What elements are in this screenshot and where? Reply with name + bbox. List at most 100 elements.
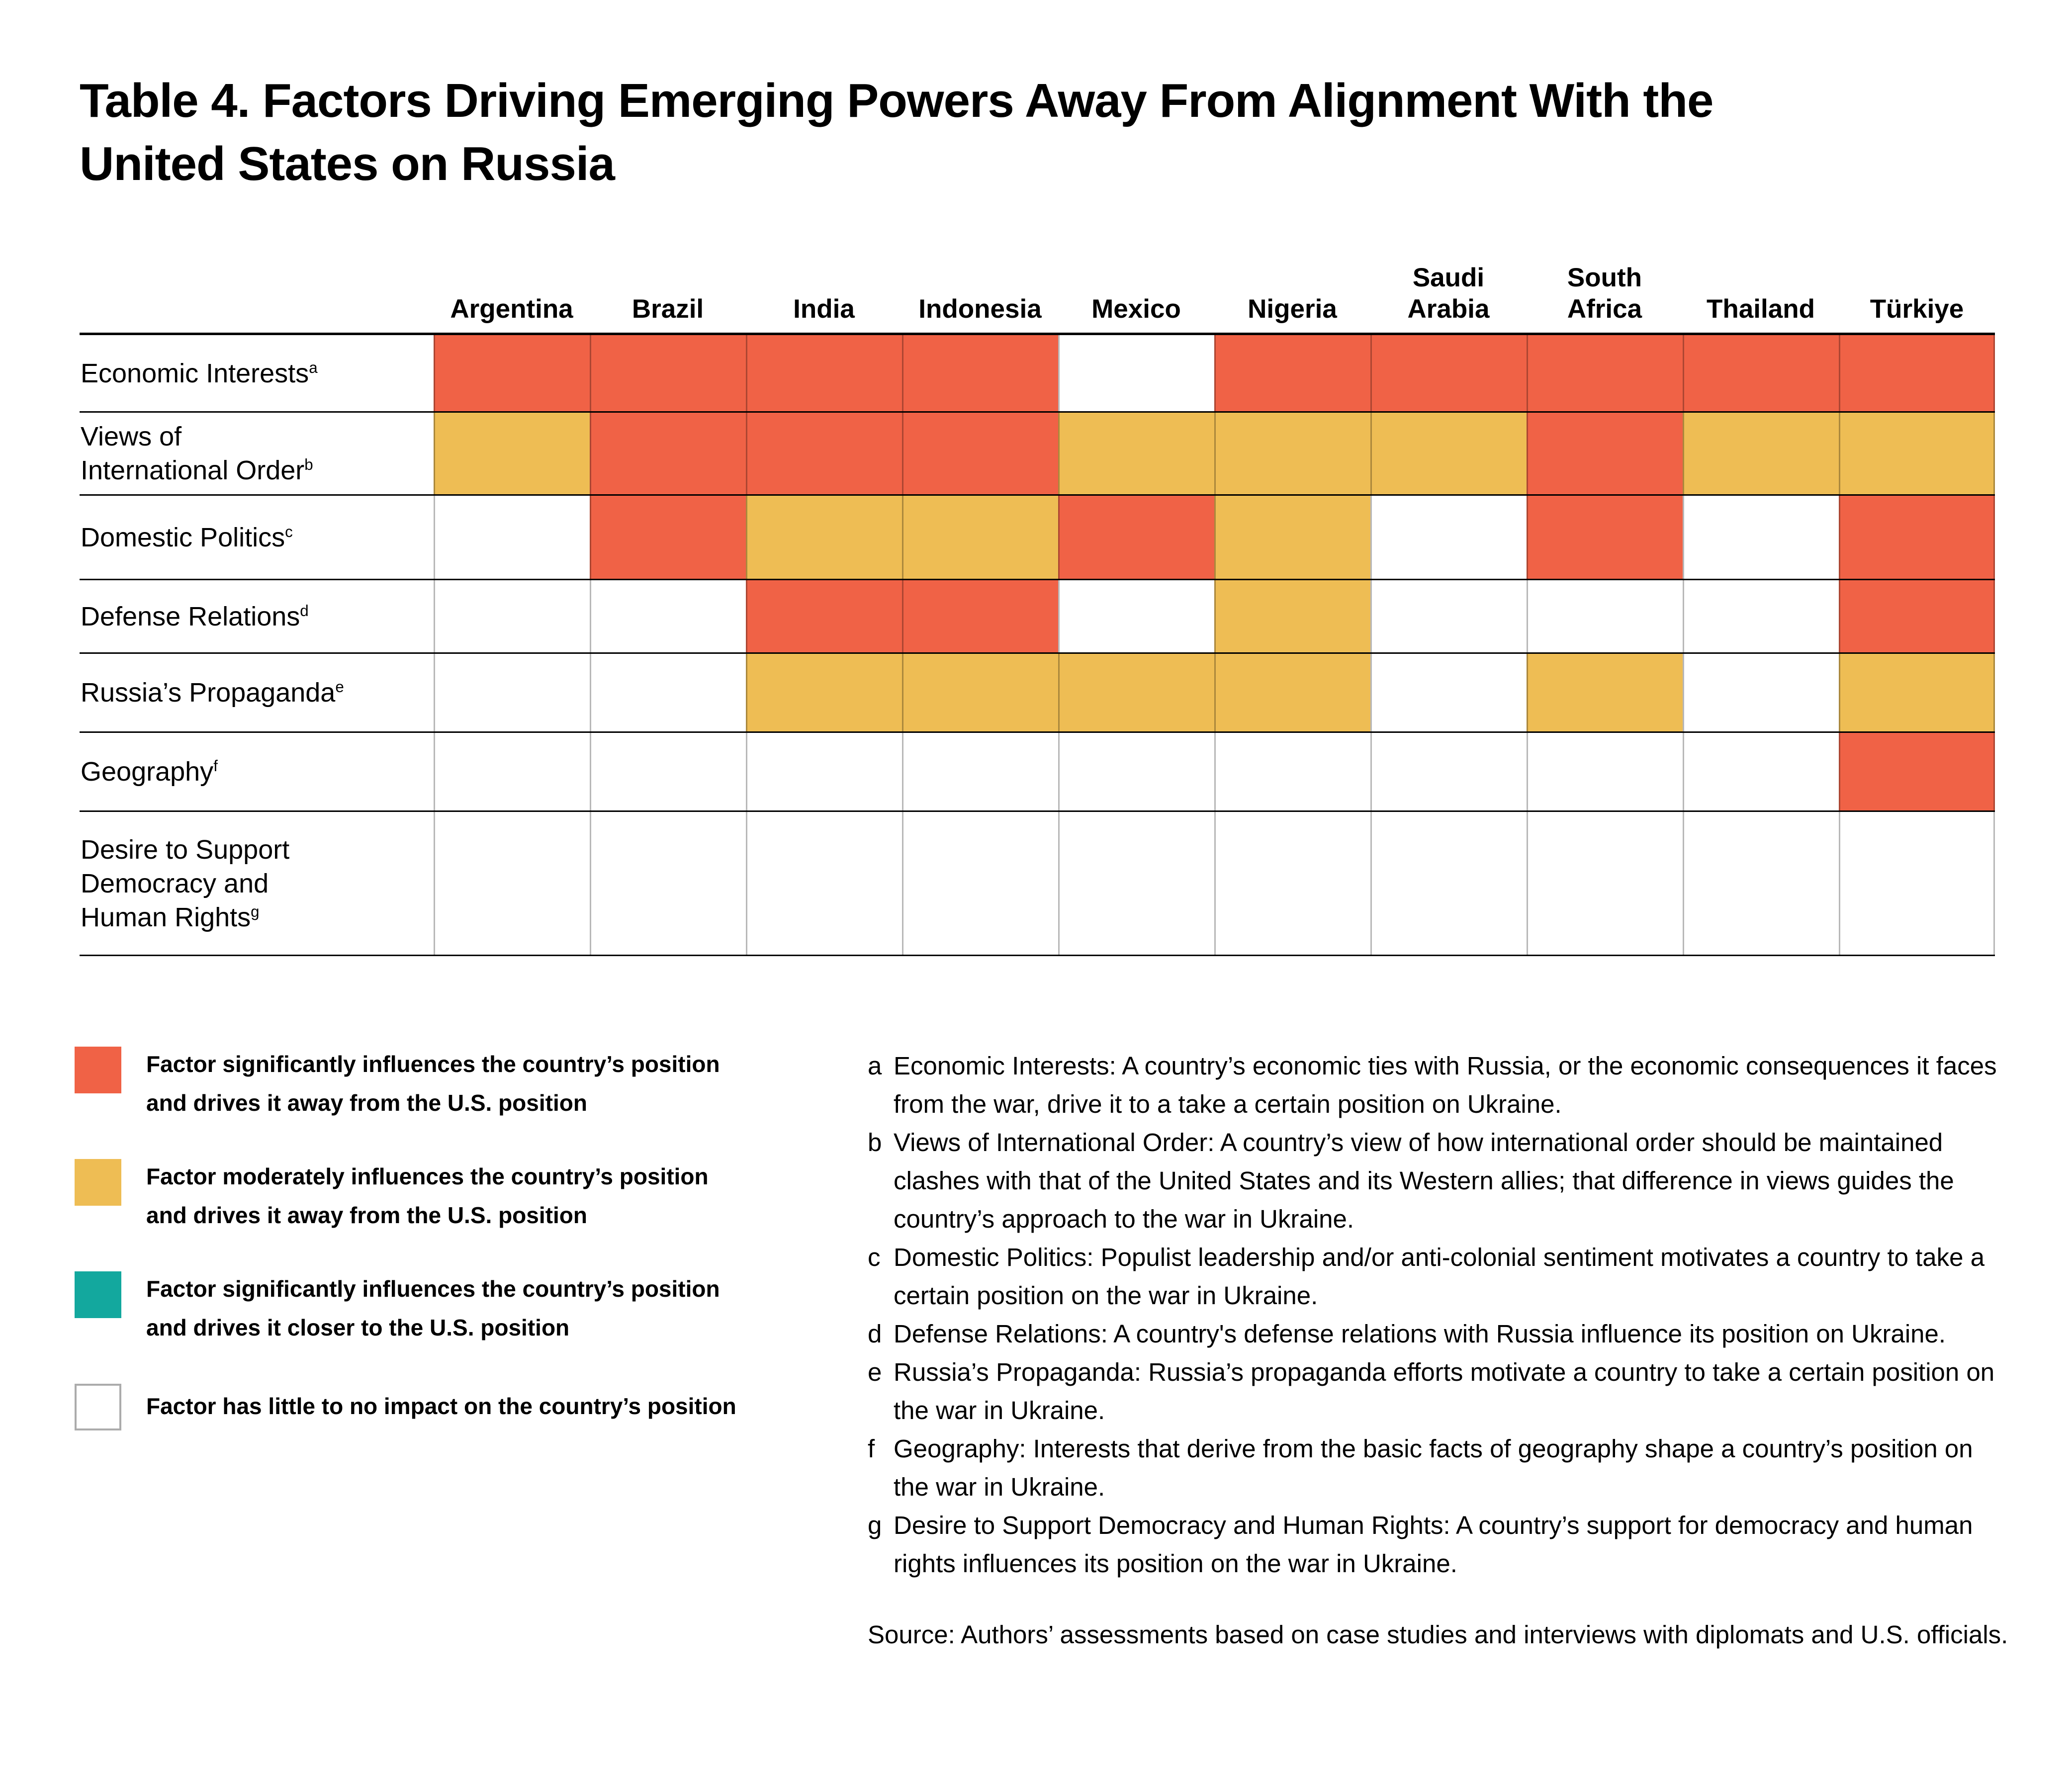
figure-footer: Factor significantly influences the coun…: [75, 1045, 2020, 1654]
cell-defense-relations-nigeria: [1214, 580, 1370, 653]
cell-desire-to-support-democracy-and-human-rights-mexico: [1058, 812, 1214, 955]
table-row-desire-to-support-democracy-and-human-rights: Desire to Support Democracy and Human Ri…: [80, 812, 1995, 957]
cell-defense-relations-south-africa: [1527, 580, 1683, 653]
row-footnote-marker: a: [309, 358, 318, 376]
row-label-text: Views of International Orderb: [81, 422, 313, 486]
cell-economic-interests-mexico: [1058, 335, 1214, 412]
cell-domestic-politics-india: [746, 496, 902, 579]
cell-domestic-politics-t-rkiye: [1839, 496, 1995, 579]
table-header-row: Argentina Brazil India Indonesia Mexico Niger…: [80, 248, 1995, 336]
cell-russia-s-propaganda-thailand: [1683, 654, 1839, 732]
row-label-text: Desire to Support Democracy and Human Ri…: [81, 834, 290, 932]
cell-defense-relations-t-rkiye: [1839, 580, 1995, 653]
cell-desire-to-support-democracy-and-human-rights-saudi-arabia: [1370, 812, 1527, 955]
cell-economic-interests-argentina: [434, 335, 590, 412]
cell-views-of-international-order-thailand: [1683, 413, 1839, 495]
cell-views-of-international-order-mexico: [1058, 413, 1214, 495]
cell-domestic-politics-thailand: [1683, 496, 1839, 579]
footnote-f: f Geography: Interests that derive from t…: [868, 1429, 2011, 1506]
cell-economic-interests-thailand: [1683, 335, 1839, 412]
legend-swatch-icon: [75, 1271, 121, 1319]
row-label-text: Defense Relationsd: [81, 601, 309, 631]
row-label-text: Domestic Politicsc: [81, 522, 293, 552]
legend-label: Factor significantly influences the coun…: [146, 1276, 720, 1341]
cell-economic-interests-south-africa: [1527, 335, 1683, 412]
legend-item-n: Factor has little to no impact on the co…: [75, 1382, 843, 1431]
legend-swatch-icon: [75, 1047, 121, 1094]
column-header-thailand: Thailand: [1707, 294, 1815, 324]
row-footnote-marker: b: [304, 456, 313, 474]
footnote-marker: a: [868, 1052, 882, 1080]
table-row-views-of-international-order: Views of International Orderb: [80, 413, 1995, 496]
cell-defense-relations-saudi-arabia: [1370, 580, 1527, 653]
footnote-text: Economic Interests: A country’s economic…: [894, 1052, 1997, 1119]
footnote-a: a Economic Interests: A country’s economi…: [868, 1047, 2011, 1123]
cell-domestic-politics-argentina: [434, 496, 590, 579]
footnote-text: Desire to Support Democracy and Human Ri…: [894, 1511, 1973, 1578]
cell-economic-interests-nigeria: [1214, 335, 1370, 412]
row-label-defense-relations: Defense Relationsd: [80, 580, 434, 652]
legend: Factor significantly influences the coun…: [75, 1045, 843, 1431]
column-header-mexico: Mexico: [1091, 294, 1181, 324]
column-header-argentina: Argentina: [450, 294, 573, 324]
cell-economic-interests-brazil: [590, 335, 746, 412]
cell-economic-interests-india: [746, 335, 902, 412]
footnote-marker: b: [868, 1128, 882, 1157]
legend-swatch-icon: [75, 1384, 121, 1431]
cell-geography-saudi-arabia: [1370, 733, 1527, 811]
column-header-nigeria: Nigeria: [1248, 294, 1337, 324]
cell-domestic-politics-brazil: [590, 496, 746, 579]
cell-russia-s-propaganda-south-africa: [1527, 654, 1683, 732]
legend-item-s: Factor significantly influences the coun…: [75, 1045, 843, 1122]
cell-geography-nigeria: [1214, 733, 1370, 811]
cell-domestic-politics-south-africa: [1527, 496, 1683, 579]
footnote-marker: d: [868, 1320, 882, 1348]
cell-defense-relations-india: [746, 580, 902, 653]
footnote-text: Domestic Politics: Populist leadership a…: [894, 1243, 1985, 1310]
cell-domestic-politics-saudi-arabia: [1370, 496, 1527, 579]
cell-views-of-international-order-argentina: [434, 413, 590, 495]
table-body: Economic Interestsa Views of Internationa…: [80, 335, 1995, 957]
footnote-marker: g: [868, 1511, 882, 1540]
column-header-saudi-arabia: Saudi Arabia: [1407, 263, 1490, 324]
cell-desire-to-support-democracy-and-human-rights-indonesia: [902, 812, 1058, 955]
cell-russia-s-propaganda-saudi-arabia: [1370, 654, 1527, 732]
footnote-d: d Defense Relations: A country's defense …: [868, 1315, 2011, 1353]
footnote-c: c Domestic Politics: Populist leadership …: [868, 1238, 2011, 1315]
cell-views-of-international-order-t-rkiye: [1839, 413, 1995, 495]
row-label-text: Economic Interestsa: [81, 358, 318, 388]
cell-geography-india: [746, 733, 902, 811]
footnote-b: b Views of International Order: A country…: [868, 1123, 2011, 1238]
cell-defense-relations-argentina: [434, 580, 590, 653]
cell-russia-s-propaganda-brazil: [590, 654, 746, 732]
cell-desire-to-support-democracy-and-human-rights-india: [746, 812, 902, 955]
column-header-t-rkiye: Türkiye: [1870, 294, 1964, 324]
cell-desire-to-support-democracy-and-human-rights-thailand: [1683, 812, 1839, 955]
cell-russia-s-propaganda-t-rkiye: [1839, 654, 1995, 732]
footnote-text: Russia’s Propaganda: Russia’s propaganda…: [894, 1358, 1995, 1425]
cell-views-of-international-order-nigeria: [1214, 413, 1370, 495]
legend-label: Factor moderately influences the country…: [146, 1163, 709, 1229]
column-header-indonesia: Indonesia: [918, 294, 1042, 324]
row-label-domestic-politics: Domestic Politicsc: [80, 496, 434, 579]
cell-geography-argentina: [434, 733, 590, 811]
table-corner-cell: [80, 248, 434, 333]
cell-economic-interests-t-rkiye: [1839, 335, 1995, 412]
figure-title: Table 4. Factors Driving Emerging Powers…: [80, 74, 1713, 190]
cell-russia-s-propaganda-nigeria: [1214, 654, 1370, 732]
cell-domestic-politics-nigeria: [1214, 496, 1370, 579]
footnotes: a Economic Interests: A country’s economi…: [868, 1047, 2011, 1583]
cell-russia-s-propaganda-indonesia: [902, 654, 1058, 732]
cell-geography-south-africa: [1527, 733, 1683, 811]
factors-table: Argentina Brazil India Indonesia Mexico Niger…: [80, 248, 1995, 957]
footnote-text: Defense Relations: A country's defense r…: [894, 1320, 1946, 1348]
footnote-marker: f: [868, 1434, 875, 1463]
footnote-marker: c: [868, 1243, 881, 1272]
legend-label: Factor significantly influences the coun…: [146, 1051, 720, 1116]
cell-geography-thailand: [1683, 733, 1839, 811]
cell-defense-relations-indonesia: [902, 580, 1058, 653]
row-footnote-marker: c: [285, 523, 293, 540]
cell-russia-s-propaganda-argentina: [434, 654, 590, 732]
footnote-e: e Russia’s Propaganda: Russia’s propagand…: [868, 1353, 2011, 1429]
